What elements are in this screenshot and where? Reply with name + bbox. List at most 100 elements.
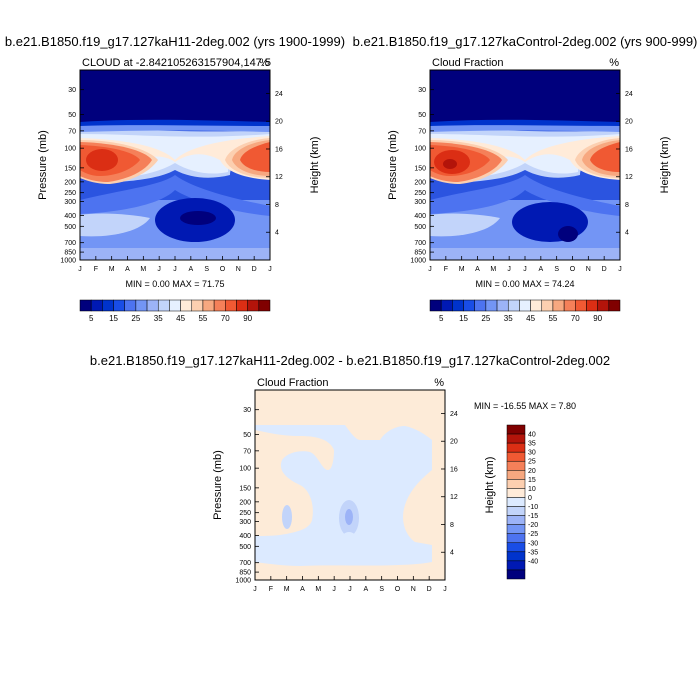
colorbar-swatch — [102, 299, 114, 312]
pressure-tick-label: 200 — [64, 179, 76, 186]
colorbar-label: 45 — [526, 314, 535, 323]
month-tick-label: J — [173, 266, 177, 273]
height-tick-label: 12 — [450, 494, 458, 501]
month-tick-label: J — [523, 266, 527, 273]
band-3 — [430, 125, 620, 132]
neg-region — [255, 425, 432, 566]
stats-label: MIN = 0.00 MAX = 71.75 — [125, 279, 224, 289]
colorbar-label: 20 — [528, 468, 536, 475]
colorbar: 5 15 25 35 45 55 70 90 — [429, 299, 621, 323]
colorbar-label: 35 — [528, 441, 536, 448]
pressure-tick-label: 500 — [239, 544, 251, 551]
height-tick-label: 4 — [275, 230, 279, 237]
pressure-tick-label: 500 — [414, 224, 426, 231]
colorbar-swatch — [135, 299, 148, 312]
month-tick-label: F — [444, 266, 448, 273]
height-tick-label: 8 — [275, 202, 279, 209]
height-tick-label: 8 — [625, 202, 629, 209]
colorbar-label: -20 — [528, 522, 538, 529]
pressure-tick-label: 50 — [243, 432, 251, 439]
colorbar-swatch — [519, 299, 531, 312]
colorbar-label: 35 — [504, 314, 513, 323]
colorbar-swatch — [506, 424, 526, 435]
colorbar-swatch — [146, 299, 159, 312]
colorbar-swatch — [506, 497, 526, 507]
colorbar-label: 90 — [243, 314, 252, 323]
contour-field — [430, 70, 620, 260]
pressure-tick-label: 300 — [414, 199, 426, 206]
panel-top-left: CLOUD at -2.842105263157904,147.5 % 3 — [37, 57, 321, 323]
pressure-tick-label: 300 — [64, 199, 76, 206]
month-tick-label: M — [284, 586, 290, 593]
month-tick-label: J — [157, 266, 161, 273]
colorbar-swatch — [258, 299, 271, 312]
month-tick-label: N — [411, 586, 416, 593]
colorbar-label: 40 — [528, 432, 536, 439]
colorbar-swatch — [506, 479, 526, 489]
colorbar-label: -40 — [528, 558, 538, 565]
colorbar-swatch — [506, 433, 526, 444]
month-tick-label: D — [427, 586, 432, 593]
colorbar-swatch — [485, 299, 498, 312]
stats-label: MIN = 0.00 MAX = 74.24 — [475, 279, 574, 289]
pressure-tick-label: 70 — [68, 128, 76, 135]
colorbar-swatch — [191, 299, 204, 312]
colorbar-swatch — [90, 299, 103, 312]
pressure-tick-label: 400 — [414, 213, 426, 220]
right-string: % — [434, 377, 444, 389]
colorbar-swatch — [236, 299, 248, 312]
colorbar-label: 55 — [198, 314, 207, 323]
month-tick-label: J — [443, 586, 447, 593]
month-tick-label: A — [538, 266, 543, 273]
month-tick-label: N — [586, 266, 591, 273]
height-tick-label: 4 — [450, 550, 454, 557]
height-tick-label: 4 — [625, 230, 629, 237]
height-tick-label: 20 — [275, 119, 283, 126]
colorbar-label: 45 — [176, 314, 185, 323]
month-tick-label: S — [204, 266, 209, 273]
y2-axis-label: Height (km) — [309, 137, 321, 194]
left-string: CLOUD at -2.842105263157904,147.5 — [82, 57, 271, 69]
colorbar-swatch — [608, 299, 621, 312]
pressure-tick-label: 200 — [239, 499, 251, 506]
month-tick-label: S — [379, 586, 384, 593]
colorbar-label: 15 — [459, 314, 468, 323]
colorbar-swatch — [157, 299, 170, 312]
month-tick-label: J — [78, 266, 82, 273]
colorbar-label: 5 — [89, 314, 94, 323]
month-tick-label: J — [253, 586, 257, 593]
height-tick-label: 20 — [450, 439, 458, 446]
month-tick-label: J — [268, 266, 272, 273]
colorbar-swatch — [506, 560, 526, 571]
colorbar-label: -30 — [528, 540, 538, 547]
y2-axis-label: Height (km) — [659, 137, 671, 194]
colorbar-swatch — [586, 299, 598, 312]
month-tick-label: M — [459, 266, 465, 273]
month-tick-label: F — [269, 586, 273, 593]
month-tick-label: D — [252, 266, 257, 273]
colorbar-swatch — [506, 569, 526, 580]
month-tick-label: M — [109, 266, 115, 273]
colorbar-swatch — [575, 299, 587, 312]
colorbar-swatch — [597, 299, 610, 312]
colorbar-label: 10 — [528, 486, 536, 493]
colorbar-swatch — [225, 299, 237, 312]
panel-bottom: Cloud Fraction % 30507010015020025030040… — [212, 377, 576, 593]
month-tick-label: A — [363, 586, 368, 593]
colorbar-label: 15 — [109, 314, 118, 323]
band-1 — [80, 70, 270, 124]
colorbar-label: -35 — [528, 549, 538, 556]
colorbar-swatch — [452, 299, 464, 312]
height-tick-label: 16 — [625, 146, 633, 153]
month-tick-label: J — [348, 586, 352, 593]
colorbar-swatch — [506, 515, 526, 525]
ring-10b — [443, 159, 457, 169]
colorbar-swatch — [496, 299, 509, 312]
colorbar-swatch — [429, 299, 442, 312]
colorbar-swatch — [79, 299, 92, 312]
month-tick-label: O — [570, 266, 576, 273]
colorbar-swatch — [530, 299, 543, 312]
colorbar-label: 35 — [154, 314, 163, 323]
